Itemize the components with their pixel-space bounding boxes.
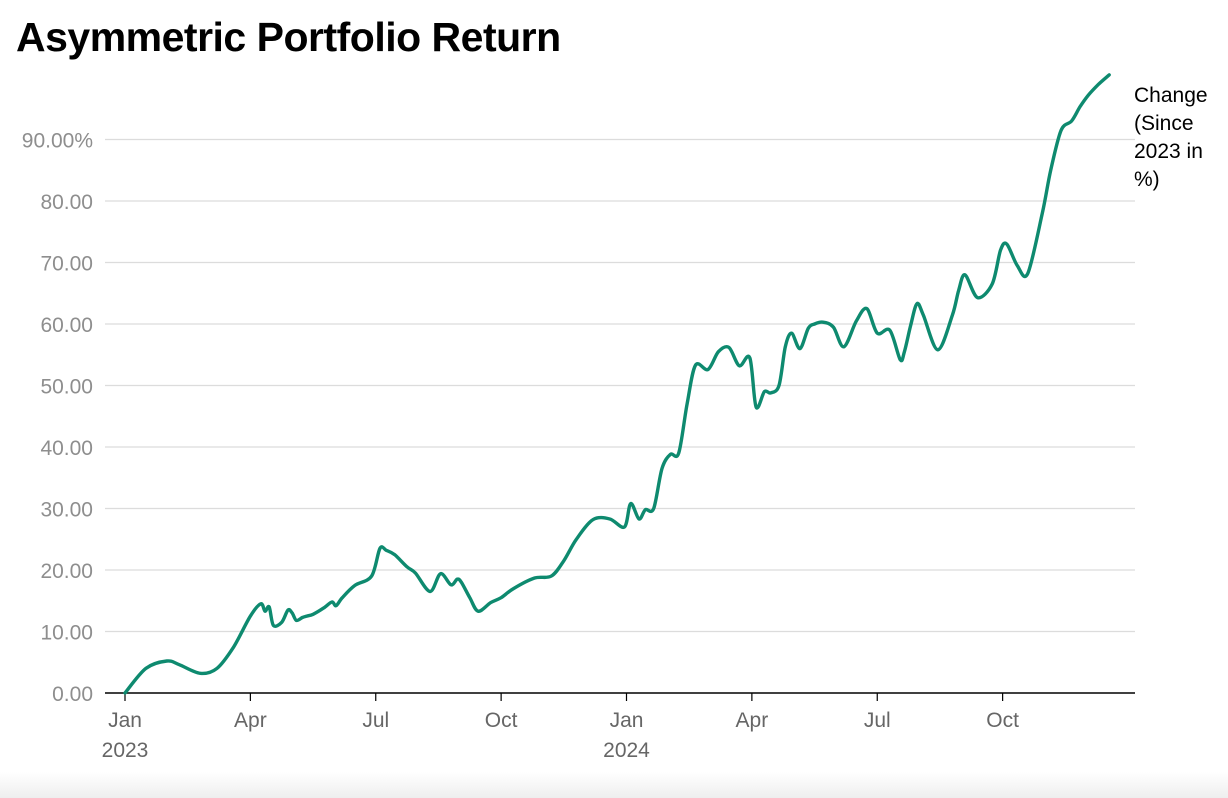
chart-title: Asymmetric Portfolio Return	[16, 14, 561, 60]
x-tick-year-label: 2024	[603, 739, 650, 762]
x-tick-label: Oct	[986, 709, 1019, 732]
y-tick-label: 60.00	[40, 314, 93, 337]
y-tick-label: 30.00	[40, 499, 93, 522]
x-tick-label: Oct	[485, 709, 518, 732]
series-label-line: %)	[1134, 168, 1160, 191]
gridlines	[105, 138, 1135, 633]
series-labels: Change (Since 2023 in%)	[1134, 84, 1208, 191]
series-group	[123, 73, 1111, 695]
x-tick-label: Jul	[864, 709, 891, 732]
x-tick-label: Jul	[362, 709, 389, 732]
x-tick-year-label: 2023	[102, 739, 149, 762]
footer-shade	[0, 772, 1228, 798]
series-label-line: (Since	[1134, 112, 1194, 135]
y-tick-label: 50.00	[40, 376, 93, 399]
series-line	[123, 73, 1111, 695]
y-tick-label: 20.00	[40, 560, 93, 583]
y-tick-label: 80.00	[40, 191, 93, 214]
x-tick-label: Apr	[736, 709, 769, 732]
y-tick-label: 70.00	[40, 253, 93, 276]
x-axis-ticks: Jan 2023 Apr Jul Oct Jan 2024 Apr Jul Oct	[102, 693, 1019, 762]
series-label: Change (Since 2023 in%)	[1134, 84, 1208, 191]
x-tick-label: Jan	[108, 709, 142, 732]
x-tick-label: Apr	[234, 709, 267, 732]
x-tick-label: Jan	[610, 709, 644, 732]
y-axis-ticks: 0.00 10.00 20.00 30.00 40.00 50.00 60.00 70.00 8…	[22, 130, 93, 707]
y-tick-label: 90.00%	[22, 130, 93, 153]
y-tick-label: 10.00	[40, 622, 93, 645]
y-tick-label: 0.00	[52, 683, 93, 706]
series-label-line: 2023 in	[1134, 140, 1203, 163]
y-tick-label: 40.00	[40, 437, 93, 460]
series-label-line: Change	[1134, 84, 1208, 107]
